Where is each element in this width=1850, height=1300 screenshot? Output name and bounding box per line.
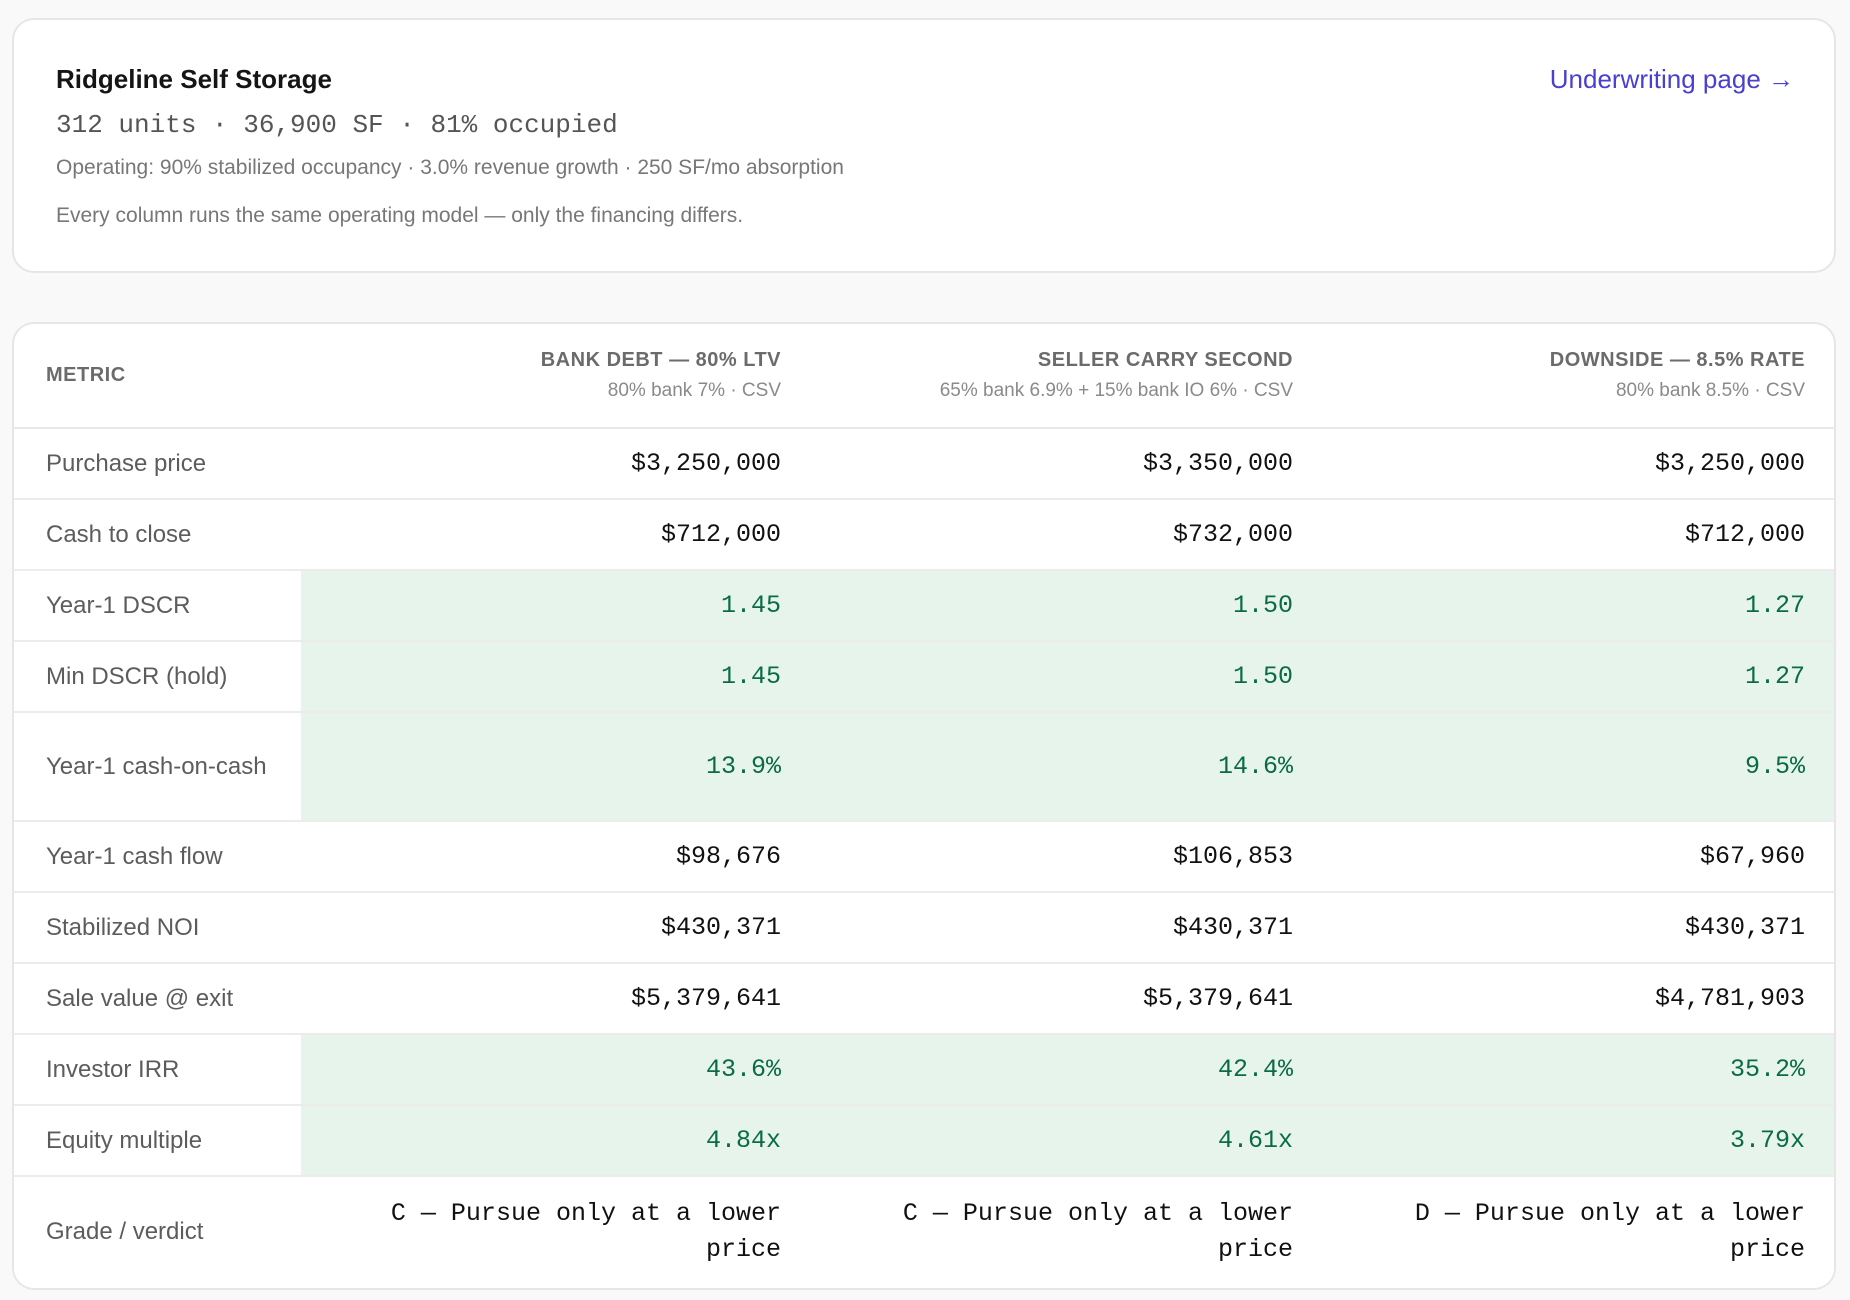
scenario-comparison-table: METRIC BANK DEBT — 80% LTV 80% bank 7% ·… [14,324,1834,1286]
cell-value: 1.45 [301,570,813,642]
property-name: Ridgeline Self Storage [56,64,332,94]
cell-value: 1.50 [813,641,1325,713]
table-header-row: METRIC BANK DEBT — 80% LTV 80% bank 7% ·… [14,324,1834,429]
row-label: Cash to close [14,499,301,571]
scenario-header-seller-carry: SELLER CARRY SECOND 65% bank 6.9% + 15% … [813,324,1325,429]
operating-assumptions: Operating: 90% stabilized occupancy · 3.… [56,156,844,179]
cell-value: $98,676 [301,821,813,893]
row-label: Grade / verdict [46,1217,204,1245]
scenario-title: BANK DEBT — 80% LTV [540,349,781,371]
property-summary-card: Ridgeline Self Storage 312 units · 36,90… [12,18,1836,273]
cell-value: 1.27 [1325,570,1834,642]
cell-value: $732,000 [813,499,1325,571]
underwriting-page-link[interactable]: Underwriting page → [1549,64,1794,94]
scenario-title: SELLER CARRY SECOND [1037,349,1293,371]
cell-value: $5,379,641 [813,963,1325,1035]
verdict-value: C — Pursue only at a lower price [902,1198,1293,1264]
property-stats: 312 units · 36,900 SF · 81% occupied [56,110,618,140]
table-row-year1-dscr: Year-1 DSCR 1.45 1.50 1.27 [14,570,1834,642]
cell-value: $430,371 [301,892,813,964]
table-row-purchase-price: Purchase price $3,250,000 $3,350,000 $3,… [14,428,1834,500]
row-label: Year-1 DSCR [14,570,301,642]
row-label: Min DSCR (hold) [14,641,301,713]
cell-value: 4.61x [813,1105,1325,1177]
row-label: Purchase price [14,428,301,500]
table-row-equity-multiple: Equity multiple 4.84x 4.61x 3.79x [14,1105,1834,1177]
table-row-investor-irr: Investor IRR 43.6% 42.4% 35.2% [14,1034,1834,1106]
cell-value: 1.45 [301,641,813,713]
cell-value: 4.84x [301,1105,813,1177]
table-row-min-dscr: Min DSCR (hold) 1.45 1.50 1.27 [14,641,1834,713]
scenario-subtitle: 80% bank 8.5% · CSV [1615,380,1805,401]
row-label: Year-1 cash-on-cash [14,712,301,822]
cell-value: 43.6% [301,1034,813,1106]
row-label: Year-1 cash flow [14,821,301,893]
scenario-header-bank-debt: BANK DEBT — 80% LTV 80% bank 7% · CSV [301,324,813,429]
cell-value: 1.27 [1325,641,1834,713]
cell-value: $430,371 [1325,892,1834,964]
verdict-value: D — Pursue only at a lower price [1414,1198,1805,1264]
cell-value: $3,250,000 [1325,428,1834,500]
table-row-cash-to-close: Cash to close $712,000 $732,000 $712,000 [14,499,1834,571]
cell-value: $106,853 [813,821,1325,893]
cell-value: $4,781,903 [1325,963,1834,1035]
row-label: Sale value @ exit [14,963,301,1035]
cell-value: 9.5% [1325,712,1834,822]
model-note: Every column runs the same operating mod… [56,204,744,227]
table-row-grade-verdict: Grade / verdict C — Pursue only at a low… [14,1176,1834,1286]
cell-value: $67,960 [1325,821,1834,893]
table-row-stabilized-noi: Stabilized NOI $430,371 $430,371 $430,37… [14,892,1834,964]
cell-value: 14.6% [813,712,1325,822]
table-row-cash-flow: Year-1 cash flow $98,676 $106,853 $67,96… [14,821,1834,893]
cell-value: 3.79x [1325,1105,1834,1177]
cell-value: 42.4% [813,1034,1325,1106]
scenario-comparison-card: METRIC BANK DEBT — 80% LTV 80% bank 7% ·… [12,322,1836,1290]
table-row-cash-on-cash: Year-1 cash-on-cash 13.9% 14.6% 9.5% [14,712,1834,822]
cell-value: $3,250,000 [301,428,813,500]
cell-value: $712,000 [301,499,813,571]
scenario-title: DOWNSIDE — 8.5% RATE [1549,349,1805,371]
row-label: Stabilized NOI [14,892,301,964]
scenario-subtitle: 80% bank 7% · CSV [607,380,781,401]
verdict-value: C — Pursue only at a lower price [390,1198,781,1264]
table-row-sale-value: Sale value @ exit $5,379,641 $5,379,641 … [14,963,1834,1035]
cell-value: 13.9% [301,712,813,822]
cell-value: $712,000 [1325,499,1834,571]
metric-column-header: METRIC [14,324,301,429]
row-label: Equity multiple [14,1105,301,1177]
cell-value: $3,350,000 [813,428,1325,500]
cell-value: 1.50 [813,570,1325,642]
cell-value: $430,371 [813,892,1325,964]
scenario-header-downside: DOWNSIDE — 8.5% RATE 80% bank 8.5% · CSV [1325,324,1834,429]
scenario-subtitle: 65% bank 6.9% + 15% bank IO 6% · CSV [939,380,1293,401]
row-label: Investor IRR [14,1034,301,1106]
cell-value: $5,379,641 [301,963,813,1035]
cell-value: 35.2% [1325,1034,1834,1106]
